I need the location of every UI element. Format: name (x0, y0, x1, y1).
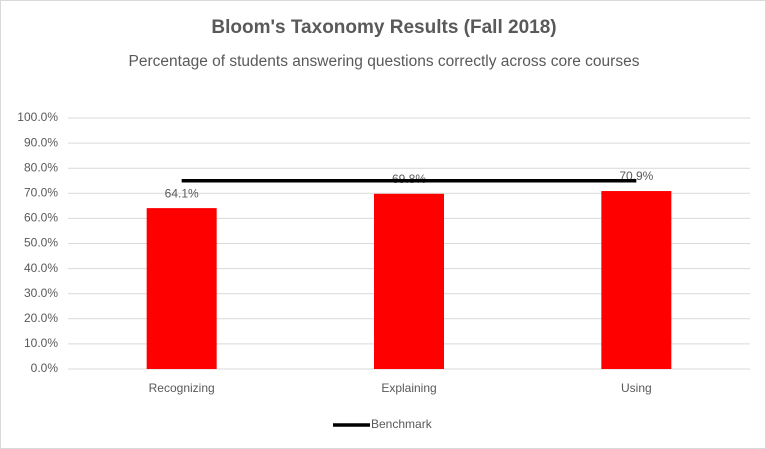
bar (601, 191, 672, 369)
y-tick-label: 70.0% (24, 185, 58, 199)
y-tick-label: 30.0% (24, 286, 58, 300)
y-tick-label: 60.0% (24, 211, 58, 225)
bar (374, 193, 444, 369)
chart-title: Bloom's Taxonomy Results (Fall 2018) (211, 17, 557, 38)
y-tick-label: 50.0% (24, 236, 58, 250)
y-tick-label: 80.0% (24, 160, 58, 174)
y-tick-label: 90.0% (24, 135, 58, 149)
x-tick-label: Explaining (381, 381, 436, 395)
y-tick-label: 40.0% (24, 261, 58, 275)
x-tick-label: Using (621, 381, 652, 395)
data-label: 69.8% (392, 172, 426, 186)
y-tick-label: 100.0% (17, 110, 58, 124)
legend-label: Benchmark (371, 417, 433, 431)
data-label: 64.1% (165, 186, 199, 200)
y-tick-label: 20.0% (24, 311, 58, 325)
x-tick-label: Recognizing (149, 381, 215, 395)
y-tick-label: 10.0% (24, 336, 58, 350)
chart-subtitle: Percentage of students answering questio… (128, 53, 640, 70)
bar (146, 208, 217, 369)
y-tick-label: 0.0% (31, 361, 59, 375)
